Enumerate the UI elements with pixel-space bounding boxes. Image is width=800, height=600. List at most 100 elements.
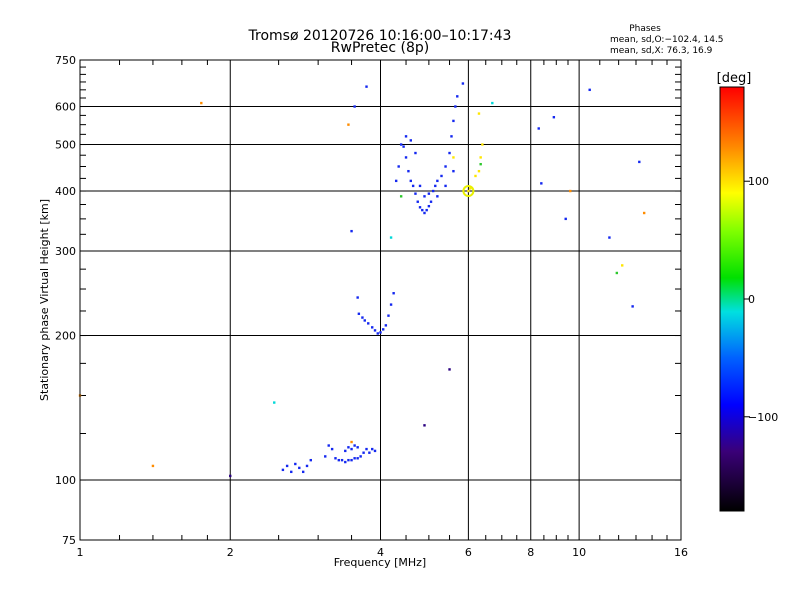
data-point bbox=[477, 112, 481, 115]
data-point bbox=[347, 123, 350, 126]
data-point bbox=[491, 101, 494, 105]
data-point bbox=[365, 447, 368, 451]
data-point bbox=[540, 182, 543, 185]
colorbar-tick-label: −100 bbox=[748, 411, 778, 424]
data-point bbox=[425, 208, 428, 212]
data-point bbox=[337, 458, 341, 462]
data-point bbox=[481, 143, 484, 146]
data-point bbox=[402, 145, 405, 148]
data-point bbox=[367, 322, 370, 325]
data-point bbox=[444, 184, 447, 188]
data-point bbox=[427, 204, 431, 208]
data-point bbox=[356, 457, 359, 460]
data-point bbox=[344, 460, 347, 464]
data-point bbox=[434, 184, 437, 188]
data-point bbox=[350, 440, 353, 444]
data-point bbox=[399, 195, 403, 198]
data-point bbox=[371, 326, 374, 329]
data-point bbox=[631, 305, 634, 308]
data-point bbox=[334, 457, 337, 460]
data-point bbox=[418, 184, 422, 188]
data-point bbox=[389, 236, 393, 239]
data-point bbox=[344, 449, 347, 453]
x-tick-label: 16 bbox=[674, 546, 688, 559]
data-point bbox=[353, 457, 356, 460]
data-point bbox=[461, 82, 465, 85]
data-point bbox=[359, 455, 362, 458]
colorbar-label: [deg] bbox=[717, 71, 752, 86]
data-point bbox=[381, 328, 385, 331]
data-point bbox=[468, 187, 472, 190]
data-point bbox=[330, 447, 334, 451]
data-point bbox=[387, 314, 390, 317]
data-point bbox=[353, 105, 356, 108]
data-point bbox=[294, 462, 297, 466]
data-point bbox=[436, 195, 439, 198]
stats-title: Phases bbox=[629, 24, 661, 34]
data-point bbox=[564, 217, 567, 221]
data-point bbox=[440, 174, 443, 178]
data-points bbox=[78, 82, 646, 478]
data-point bbox=[423, 211, 426, 215]
stats-line-o: mean, sd,O:−102.4, 14.5 bbox=[610, 35, 724, 45]
data-point bbox=[404, 156, 408, 159]
data-point bbox=[479, 162, 482, 166]
data-point bbox=[373, 329, 377, 332]
data-point bbox=[350, 229, 353, 233]
data-point bbox=[309, 458, 312, 462]
data-point bbox=[324, 455, 327, 458]
data-point bbox=[537, 127, 540, 130]
chart-title: Tromsø 20120726 10:16:00–10:17:43 bbox=[248, 28, 512, 44]
grid-lines bbox=[80, 60, 681, 540]
data-point bbox=[371, 447, 374, 451]
x-tick-label: 1 bbox=[77, 546, 84, 559]
y-tick-label: 500 bbox=[55, 139, 76, 152]
data-point bbox=[467, 189, 470, 193]
data-point bbox=[404, 135, 408, 138]
data-point bbox=[552, 116, 556, 119]
data-point bbox=[290, 470, 293, 474]
data-point bbox=[200, 101, 203, 105]
data-point bbox=[281, 468, 285, 472]
data-point bbox=[368, 451, 371, 454]
data-point bbox=[273, 401, 276, 404]
data-point bbox=[615, 271, 619, 275]
data-point bbox=[285, 464, 289, 468]
data-point bbox=[407, 169, 410, 173]
data-point bbox=[427, 192, 431, 195]
data-point bbox=[363, 319, 366, 322]
data-point bbox=[423, 195, 426, 198]
data-point bbox=[452, 156, 455, 159]
data-point bbox=[448, 151, 451, 155]
colorbar-tick-label: 0 bbox=[748, 293, 755, 306]
data-point bbox=[436, 179, 439, 183]
data-point bbox=[384, 324, 388, 327]
x-tick-label: 4 bbox=[377, 546, 384, 559]
data-point bbox=[327, 444, 330, 447]
colorbar bbox=[719, 86, 745, 512]
y-tick-label: 400 bbox=[55, 185, 76, 198]
data-point bbox=[376, 332, 379, 335]
data-point bbox=[340, 458, 344, 462]
data-point bbox=[421, 208, 424, 212]
data-point bbox=[621, 264, 624, 267]
data-point bbox=[409, 139, 412, 142]
data-point bbox=[399, 143, 403, 146]
data-point bbox=[298, 466, 301, 470]
x-tick-labels: 1 2 4 6 8 10 16 bbox=[77, 546, 689, 559]
data-point bbox=[350, 447, 353, 451]
data-point bbox=[456, 95, 459, 98]
y-tick-label: 75 bbox=[62, 534, 76, 547]
x-axis-label: Frequency [MHz] bbox=[334, 556, 426, 569]
plot-frame bbox=[79, 59, 682, 541]
data-point bbox=[394, 179, 398, 183]
data-point bbox=[347, 446, 350, 449]
y-tick-label: 600 bbox=[55, 101, 76, 114]
data-point bbox=[450, 135, 453, 138]
y-tick-label: 200 bbox=[55, 330, 76, 343]
y-axis-label: Stationary phase Virtual Height [km] bbox=[38, 199, 51, 401]
data-point bbox=[608, 236, 611, 239]
colorbar-tick-label: 100 bbox=[748, 175, 769, 188]
data-point bbox=[379, 331, 382, 334]
